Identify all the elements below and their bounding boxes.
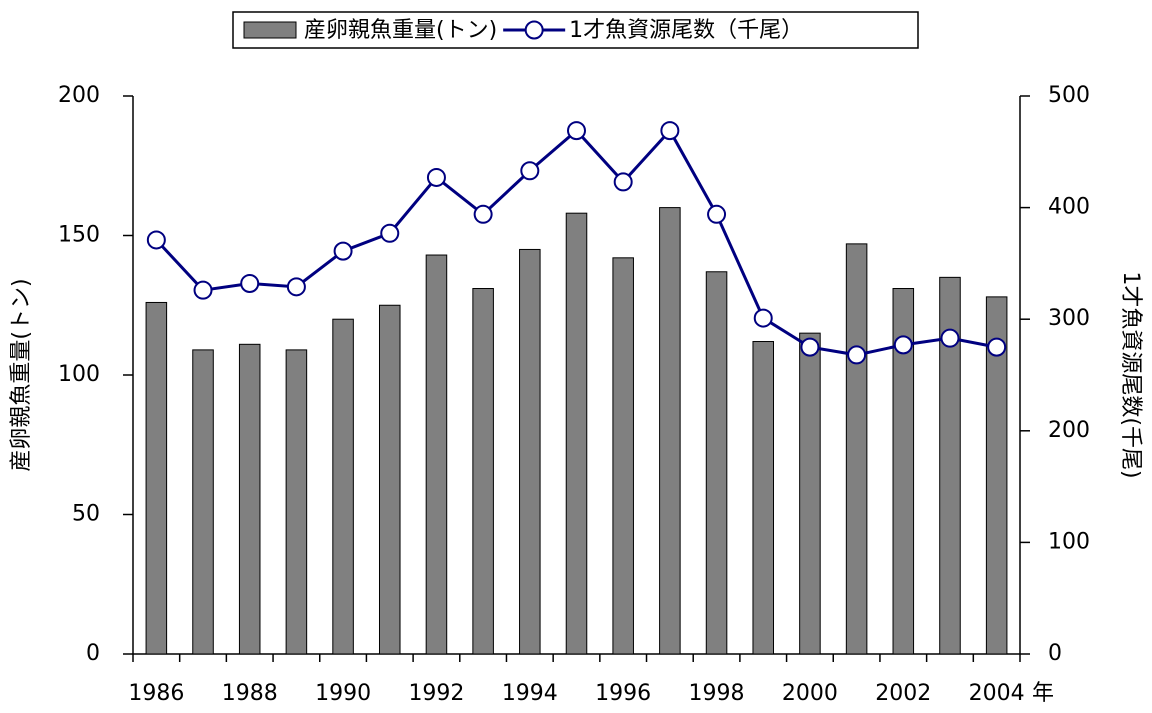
- bar: [285, 349, 308, 655]
- bar: [752, 341, 775, 655]
- x-tick-label: 1992: [408, 681, 464, 706]
- bar: [378, 304, 401, 655]
- line-marker: [193, 280, 213, 300]
- x-tick-label: 1986: [128, 681, 184, 706]
- line-marker: [286, 277, 306, 297]
- y-tick-label: 100: [58, 362, 100, 387]
- y2-tick-label: 300: [1048, 306, 1090, 331]
- bar: [659, 207, 681, 655]
- line-marker: [753, 308, 773, 328]
- line-marker: [800, 337, 820, 357]
- y2-tick-label: 100: [1048, 529, 1090, 554]
- x-axis-title: 年: [1032, 681, 1054, 706]
- bar: [519, 248, 541, 655]
- legend-box: [232, 11, 919, 49]
- line-marker: [520, 161, 540, 181]
- line-marker: [240, 273, 260, 293]
- x-tick-label: 2000: [782, 681, 838, 706]
- legend-label: 産卵親魚重量(トン): [304, 18, 497, 43]
- x-tick-label: 1996: [595, 681, 651, 706]
- x-tick-label: 1994: [502, 681, 558, 706]
- bar: [332, 318, 354, 655]
- bar: [939, 276, 961, 655]
- y2-tick-label: 500: [1048, 83, 1090, 108]
- line-marker: [146, 230, 166, 250]
- bar: [192, 349, 214, 655]
- legend-swatch: [243, 21, 297, 39]
- bar: [565, 212, 588, 655]
- bar: [238, 343, 261, 655]
- y2-tick-label: 0: [1048, 641, 1062, 666]
- y2-axis-title: 1才魚資源尾数(千尾): [1118, 271, 1143, 478]
- line-marker: [473, 204, 493, 224]
- y-tick-label: 150: [58, 223, 100, 248]
- legend-label: 1才魚資源尾数（千尾）: [569, 18, 803, 43]
- bar: [985, 296, 1008, 655]
- y2-tick-label: 200: [1048, 418, 1090, 443]
- bar: [472, 288, 494, 655]
- y2-tick-label: 400: [1048, 195, 1090, 220]
- line-marker: [893, 335, 913, 355]
- x-tick-label: 1990: [315, 681, 371, 706]
- bar: [612, 257, 634, 655]
- line-marker: [380, 223, 400, 243]
- line-marker: [660, 121, 680, 141]
- bar: [892, 288, 915, 655]
- line-marker: [847, 345, 867, 365]
- y-tick-label: 50: [72, 502, 100, 527]
- y-tick-label: 200: [58, 83, 100, 108]
- bar: [799, 332, 821, 655]
- line-marker: [567, 121, 586, 141]
- x-tick-label: 2002: [875, 681, 931, 706]
- line-marker: [707, 204, 727, 224]
- bar: [705, 271, 728, 655]
- x-tick-label: 1988: [222, 681, 278, 706]
- legend-swatch-marker: [524, 20, 544, 40]
- line-marker: [613, 172, 633, 192]
- line-marker: [426, 167, 446, 187]
- bar: [845, 243, 868, 655]
- bar: [145, 301, 168, 655]
- line-marker: [333, 241, 353, 261]
- y-tick-label: 0: [86, 641, 100, 666]
- line-marker: [940, 328, 960, 348]
- y-axis-title: 産卵親魚重量(トン): [9, 278, 34, 471]
- x-tick-label: 1998: [689, 681, 745, 706]
- x-tick-label: 2004: [969, 681, 1025, 706]
- line-marker: [987, 337, 1007, 357]
- bar: [425, 254, 448, 655]
